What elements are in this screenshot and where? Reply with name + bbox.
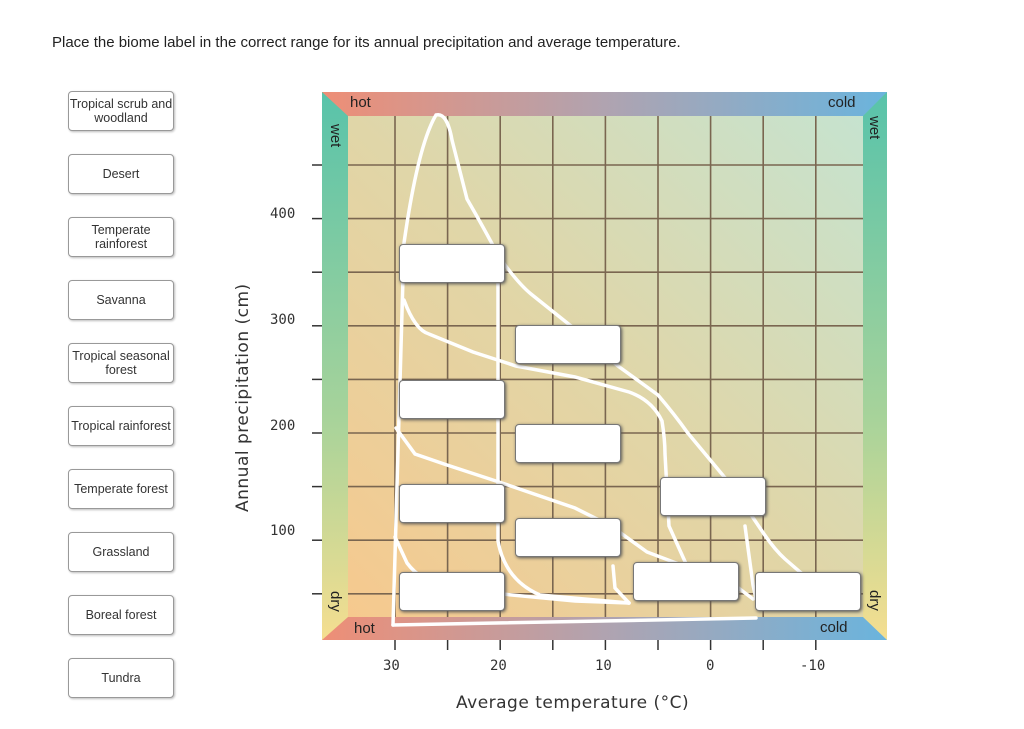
drop-zone[interactable] xyxy=(660,477,766,516)
x-tick-10: 10 xyxy=(595,658,612,674)
biome-label-chip[interactable]: Tropical rainforest xyxy=(68,406,174,446)
biome-label-chip[interactable]: Tropical seasonal forest xyxy=(68,343,174,383)
top-hot-label: hot xyxy=(350,94,371,111)
bottom-cold-label: cold xyxy=(820,619,848,636)
drop-zone[interactable] xyxy=(515,518,621,557)
right-dry-label: dry xyxy=(866,590,883,611)
question-text: Place the biome label in the correct ran… xyxy=(52,34,681,51)
x-tick-30: 30 xyxy=(383,658,400,674)
drop-zone[interactable] xyxy=(515,325,621,364)
drop-zone[interactable] xyxy=(399,572,505,611)
drop-zone[interactable] xyxy=(515,424,621,463)
x-tick-20: 20 xyxy=(490,658,507,674)
right-wet-label: wet xyxy=(866,116,883,140)
y-tick-300: 300 xyxy=(270,312,296,328)
x-tick-0: 0 xyxy=(706,658,715,674)
biome-label-chip[interactable]: Temperate rainforest xyxy=(68,217,174,257)
left-dry-label: dry xyxy=(327,591,344,612)
drop-zone[interactable] xyxy=(633,562,739,601)
y-tick-100: 100 xyxy=(270,523,296,539)
wet-dry-bar-left xyxy=(322,92,348,640)
y-axis-label: Annual precipitation (cm) xyxy=(233,283,253,512)
bottom-hot-label: hot xyxy=(354,620,375,637)
x-tick-neg10: -10 xyxy=(800,658,826,674)
wet-dry-bar-right xyxy=(863,92,887,640)
biome-label-chip[interactable]: Boreal forest xyxy=(68,595,174,635)
top-cold-label: cold xyxy=(828,94,856,111)
biome-label-chip[interactable]: Temperate forest xyxy=(68,469,174,509)
biome-label-chip[interactable]: Savanna xyxy=(68,280,174,320)
left-wet-label: wet xyxy=(327,124,344,148)
biome-label-chip[interactable]: Tundra xyxy=(68,658,174,698)
biome-label-chip[interactable]: Grassland xyxy=(68,532,174,572)
drop-zone[interactable] xyxy=(755,572,861,611)
drop-zone[interactable] xyxy=(399,380,505,419)
drop-zone[interactable] xyxy=(399,484,505,523)
y-tick-400: 400 xyxy=(270,206,296,222)
x-axis-label: Average temperature (°C) xyxy=(456,693,690,713)
biome-label-chip[interactable]: Desert xyxy=(68,154,174,194)
y-tick-200: 200 xyxy=(270,418,296,434)
biome-label-chip[interactable]: Tropical scrub and woodland xyxy=(68,91,174,131)
drop-zone[interactable] xyxy=(399,244,505,283)
